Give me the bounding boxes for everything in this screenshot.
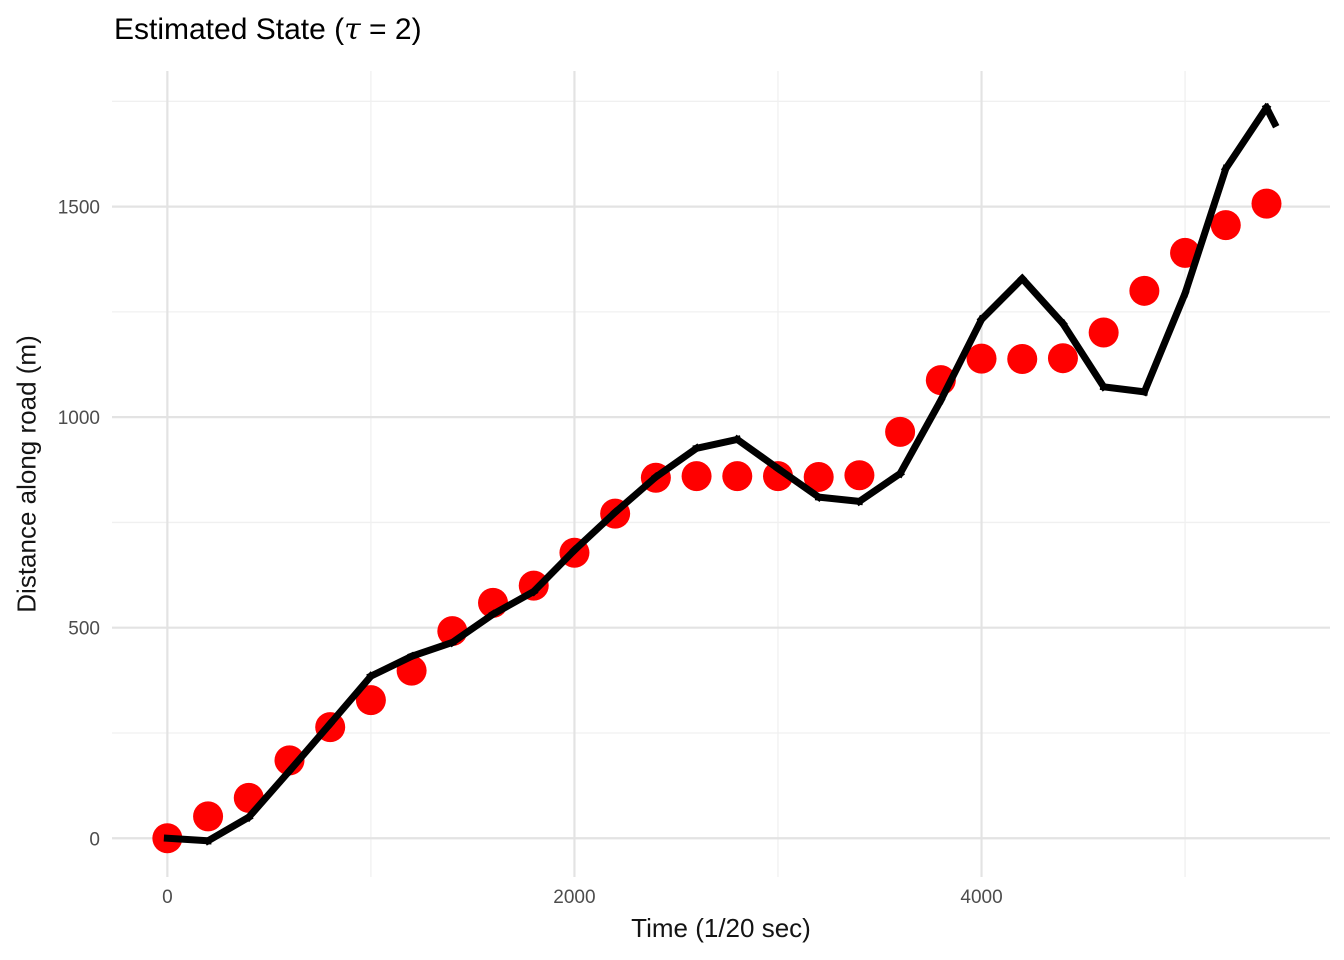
- x-tick-label: 4000: [960, 887, 1002, 908]
- measurement-point: [1007, 344, 1038, 375]
- measurement-point: [844, 460, 875, 491]
- estimate-line-segment: [1099, 382, 1149, 396]
- measurement-point: [1210, 210, 1241, 241]
- measurement-point: [1129, 275, 1160, 306]
- estimate-line-segment: [1139, 288, 1190, 397]
- estimate-line-segment: [203, 812, 254, 846]
- estimate-line-segment: [528, 545, 580, 597]
- estimate-line-segment: [407, 638, 457, 661]
- measurement-point: [355, 685, 386, 716]
- chart-title-tau: τ: [344, 12, 361, 47]
- estimate-line-segment: [447, 609, 498, 648]
- y-tick-label: 1500: [58, 198, 100, 219]
- x-axis-label: Time (1/20 sec): [631, 913, 811, 943]
- estimate-line-segment: [1261, 102, 1280, 129]
- estimate-line-segment: [163, 834, 212, 845]
- measurement-point: [681, 461, 712, 492]
- estimate-line-segment: [650, 443, 702, 482]
- estimate-line-segment: [732, 434, 783, 474]
- estimate-line-segment: [569, 507, 621, 556]
- estimate-line-segment: [976, 273, 1028, 325]
- measurement-point: [193, 801, 224, 832]
- chart-title-prefix: Estimated State (: [114, 13, 345, 46]
- x-tick-label: 0: [162, 887, 173, 908]
- chart-title: Estimated State (τ = 2): [114, 12, 422, 47]
- y-tick-label: 0: [89, 829, 100, 850]
- estimate-line-segment: [1220, 102, 1272, 174]
- estimate-line-segment: [1180, 164, 1231, 298]
- measurement-point: [803, 461, 834, 492]
- estimate-line-segment: [814, 493, 864, 506]
- chart-title-suffix: = 2): [360, 13, 422, 46]
- estimate-line-segment: [1058, 318, 1109, 392]
- estimate-line-segment: [325, 671, 376, 729]
- measurement-point: [1088, 317, 1119, 348]
- estimate-line-segment: [366, 651, 417, 681]
- estimate-line-segment: [936, 314, 987, 406]
- x-tick-label: 2000: [553, 887, 595, 908]
- y-axis-label: Distance along road (m): [11, 335, 42, 613]
- estimate-line-segment: [773, 463, 824, 503]
- estimate-line-segment: [854, 468, 905, 507]
- measurement-point: [722, 461, 753, 492]
- y-tick-label: 500: [68, 619, 100, 640]
- measurement-point: [1251, 188, 1282, 219]
- estimate-line-segment: [692, 435, 742, 453]
- estimate-line-segment: [243, 765, 295, 823]
- y-tick-label: 1000: [58, 408, 100, 429]
- estimate-line-segment: [1017, 273, 1068, 329]
- estimate-line-segment: [284, 718, 336, 776]
- estimate-line-segment: [488, 586, 539, 619]
- measurement-point: [762, 461, 793, 492]
- estimate-line-segment: [895, 395, 946, 479]
- estimate-line-segment: [610, 472, 661, 518]
- measurement-point: [1047, 343, 1078, 374]
- measurement-point: [885, 416, 916, 447]
- measurement-point: [966, 343, 997, 374]
- measurement-point: [274, 745, 305, 776]
